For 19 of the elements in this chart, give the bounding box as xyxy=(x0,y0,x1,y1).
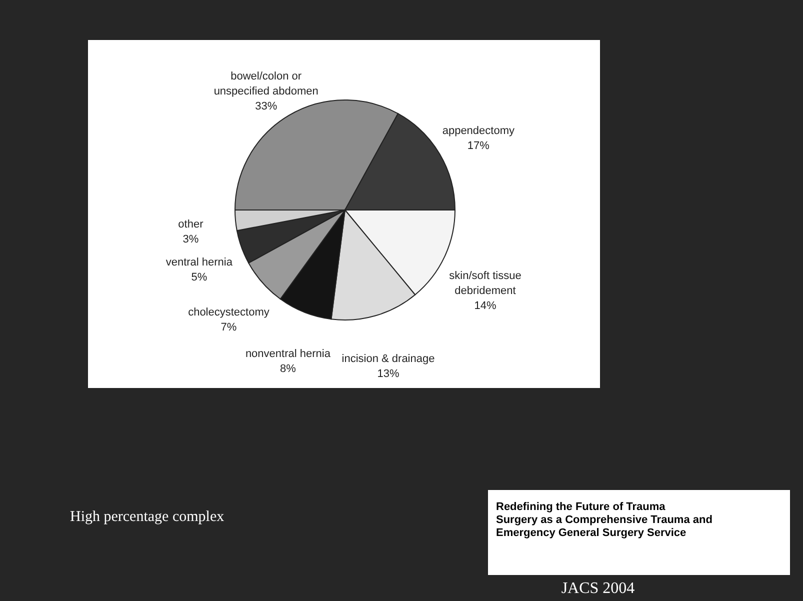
data-label: 17% xyxy=(467,140,490,152)
data-label: 3% xyxy=(182,234,199,246)
text: JACS 2004 xyxy=(561,580,635,597)
data-label: 33% xyxy=(255,100,278,113)
slice-label: nonventral hernia xyxy=(245,348,332,360)
slice-label: other xyxy=(178,218,204,231)
text: Redefining the Future of Trauma Surgery as a Comprehensive Trauma and Emergency General Surgery Service xyxy=(496,501,712,539)
data-label: 8% xyxy=(280,363,296,376)
slice-label: ventral hernia xyxy=(166,256,234,269)
data-label: 13% xyxy=(377,368,400,380)
slice-label: appendectomy xyxy=(442,125,515,138)
data-label: 14% xyxy=(474,300,496,312)
slice-label: incision & drainage xyxy=(342,352,435,365)
slice-label: bowel/colon or unspecified abdomen xyxy=(214,70,318,98)
data-label: 7% xyxy=(220,322,237,334)
text: High percentage complex xyxy=(70,509,225,525)
slice-label: skin/soft tissue debridement xyxy=(449,270,522,297)
data-label: 5% xyxy=(191,272,208,284)
slice-label: cholecystectomy xyxy=(188,306,270,319)
